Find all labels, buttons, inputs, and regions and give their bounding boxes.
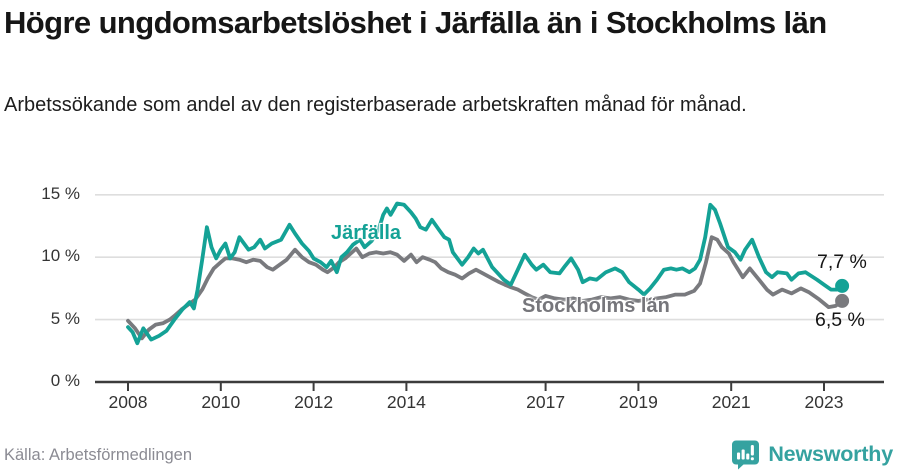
x-axis-label: 2014 [386, 392, 426, 412]
x-axis-label: 2012 [294, 392, 334, 412]
series-line-jarfalla [126, 201, 844, 346]
newsworthy-logo: Newsworthy [730, 439, 893, 470]
series-label-jarfalla: Järfälla [331, 222, 402, 244]
end-dot-jarfalla [835, 278, 850, 293]
source-note: Källa: Arbetsförmedlingen [4, 446, 193, 464]
y-axis-label: 5 % [50, 308, 80, 328]
x-axis-label: 2019 [618, 392, 658, 412]
x-axis-label: 2010 [201, 392, 241, 412]
page-title: Högre ungdomsarbetslöshet i Järfälla än … [4, 5, 827, 40]
x-axis-label: 2023 [804, 392, 844, 412]
end-value-jarfalla: 7,7 % [817, 251, 867, 273]
y-axis-label: 15 % [41, 183, 80, 203]
series-label-stockholms-lan: Stockholms län [522, 295, 670, 317]
newsworthy-wordmark: Newsworthy [768, 442, 893, 466]
y-axis-label: 10 % [41, 246, 80, 266]
x-axis-label: 2008 [108, 392, 148, 412]
page-subtitle: Arbetssökande som andel av den registerb… [4, 94, 747, 116]
end-value-stockholms-lan: 6,5 % [815, 309, 865, 331]
end-dot-stockholms-lan [835, 293, 850, 308]
y-axis-label: 0 % [50, 371, 80, 390]
series-line-stockholms-lan [126, 235, 844, 341]
x-axis-label: 2021 [711, 392, 751, 412]
x-axis-label: 2017 [526, 392, 566, 412]
newsworthy-icon [732, 440, 760, 470]
